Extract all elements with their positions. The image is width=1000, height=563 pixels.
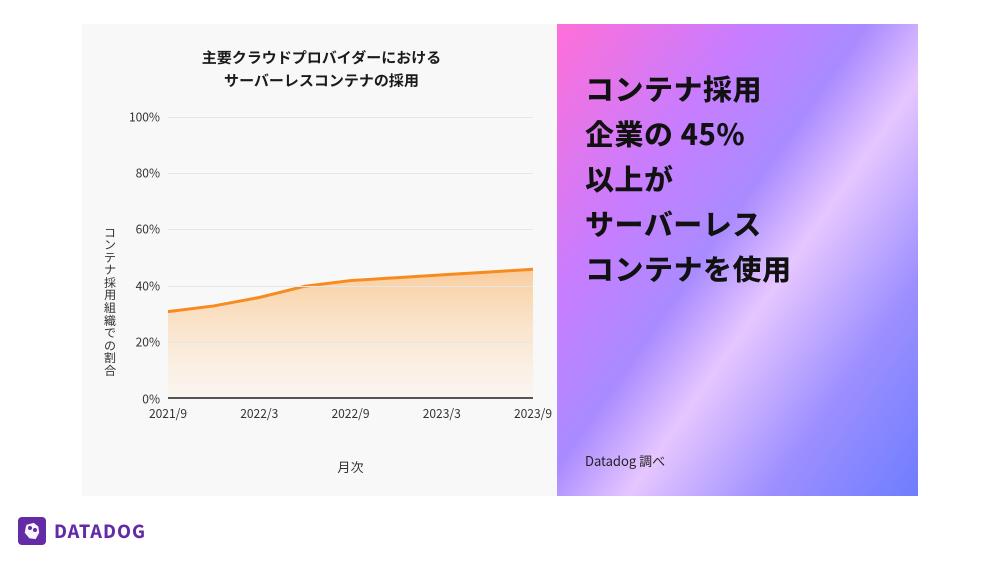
- headline-line: 以上が: [585, 157, 674, 199]
- headline-line: コンテナを使用: [585, 247, 792, 289]
- chart-svg: [168, 117, 533, 399]
- gridline: [168, 286, 533, 287]
- headline-line: サーバーレス: [585, 202, 762, 244]
- gridline: [168, 173, 533, 174]
- chart-panel: 主要クラウドプロバイダーにおける サーバーレスコンテナの採用 コンテナ採用組織で…: [82, 24, 557, 496]
- gridline: [168, 229, 533, 230]
- x-tick-label: 2023/3: [423, 405, 461, 422]
- plot-area: 0%20%40%60%80%100%2021/92022/32022/92023…: [168, 117, 533, 399]
- slide-stage: 主要クラウドプロバイダーにおける サーバーレスコンテナの採用 コンテナ採用組織で…: [0, 0, 1000, 563]
- headline-line: コンテナ採用: [585, 67, 762, 109]
- content-panels: 主要クラウドプロバイダーにおける サーバーレスコンテナの採用 コンテナ採用組織で…: [82, 24, 918, 496]
- brand-lockup: DATADOG: [18, 517, 146, 545]
- x-tick-label: 2022/3: [240, 405, 278, 422]
- brand-name: DATADOG: [54, 518, 146, 544]
- y-tick-label: 80%: [136, 164, 160, 181]
- chart-title: 主要クラウドプロバイダーにおける サーバーレスコンテナの採用: [106, 46, 537, 93]
- source-text: Datadog 調べ: [585, 451, 896, 470]
- y-tick-label: 40%: [136, 277, 160, 294]
- x-axis-label: 月次: [164, 457, 537, 476]
- area-fill: [168, 269, 533, 399]
- datadog-logo-icon: [18, 517, 46, 545]
- x-tick-label: 2023/9: [514, 405, 552, 422]
- headline-panel: コンテナ採用企業の 45%以上がサーバーレスコンテナを使用 Datadog 調べ: [557, 24, 918, 496]
- x-tick-label: 2022/9: [331, 405, 369, 422]
- headline-text: コンテナ採用企業の 45%以上がサーバーレスコンテナを使用: [585, 66, 896, 291]
- chart-title-line1: 主要クラウドプロバイダーにおける: [202, 47, 441, 68]
- y-tick-label: 60%: [136, 221, 160, 238]
- chart-body: コンテナ採用組織での割合 0%20%40%60%80%100%20: [106, 107, 537, 427]
- y-tick-label: 20%: [136, 334, 160, 351]
- chart-title-line2: サーバーレスコンテナの採用: [224, 70, 419, 91]
- gridline: [168, 117, 533, 118]
- x-axis-baseline: [168, 397, 533, 399]
- x-tick-label: 2021/9: [149, 405, 187, 422]
- gridline: [168, 342, 533, 343]
- y-tick-label: 100%: [129, 108, 160, 125]
- headline-line: 企業の 45%: [585, 112, 745, 154]
- y-axis-label: コンテナ採用組織での割合: [102, 227, 118, 378]
